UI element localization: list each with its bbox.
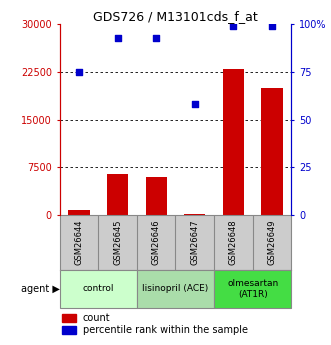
Bar (68, 210, 89, 215)
Point (231, 23, 236, 29)
Text: lisinopril (ACE): lisinopril (ACE) (142, 285, 209, 294)
Text: olmesartan
(AT1R): olmesartan (AT1R) (227, 279, 278, 299)
Point (192, 102, 197, 107)
Bar (184, 214, 205, 215)
Bar (107, 174, 128, 215)
Point (154, 35, 159, 40)
Bar (214, 270, 291, 308)
Bar (60, 270, 137, 308)
Text: count: count (83, 313, 110, 323)
Point (115, 35, 120, 40)
Text: GSM26649: GSM26649 (267, 220, 276, 265)
Title: GDS726 / M13101cds_f_at: GDS726 / M13101cds_f_at (93, 10, 258, 23)
Bar (223, 69, 244, 215)
Point (76, 69, 81, 75)
Text: GSM26645: GSM26645 (113, 220, 122, 265)
Text: agent ▶: agent ▶ (21, 284, 60, 294)
Point (269, 23, 275, 29)
Bar (62, 326, 76, 334)
Text: GSM26648: GSM26648 (229, 220, 238, 265)
Bar (146, 177, 167, 215)
Bar (261, 88, 283, 215)
Text: GSM26644: GSM26644 (74, 220, 83, 265)
Bar (137, 270, 214, 308)
Text: GSM26646: GSM26646 (152, 220, 161, 265)
Text: GSM26647: GSM26647 (190, 220, 199, 265)
Text: percentile rank within the sample: percentile rank within the sample (83, 325, 248, 335)
Bar (62, 314, 76, 322)
Text: control: control (82, 285, 114, 294)
